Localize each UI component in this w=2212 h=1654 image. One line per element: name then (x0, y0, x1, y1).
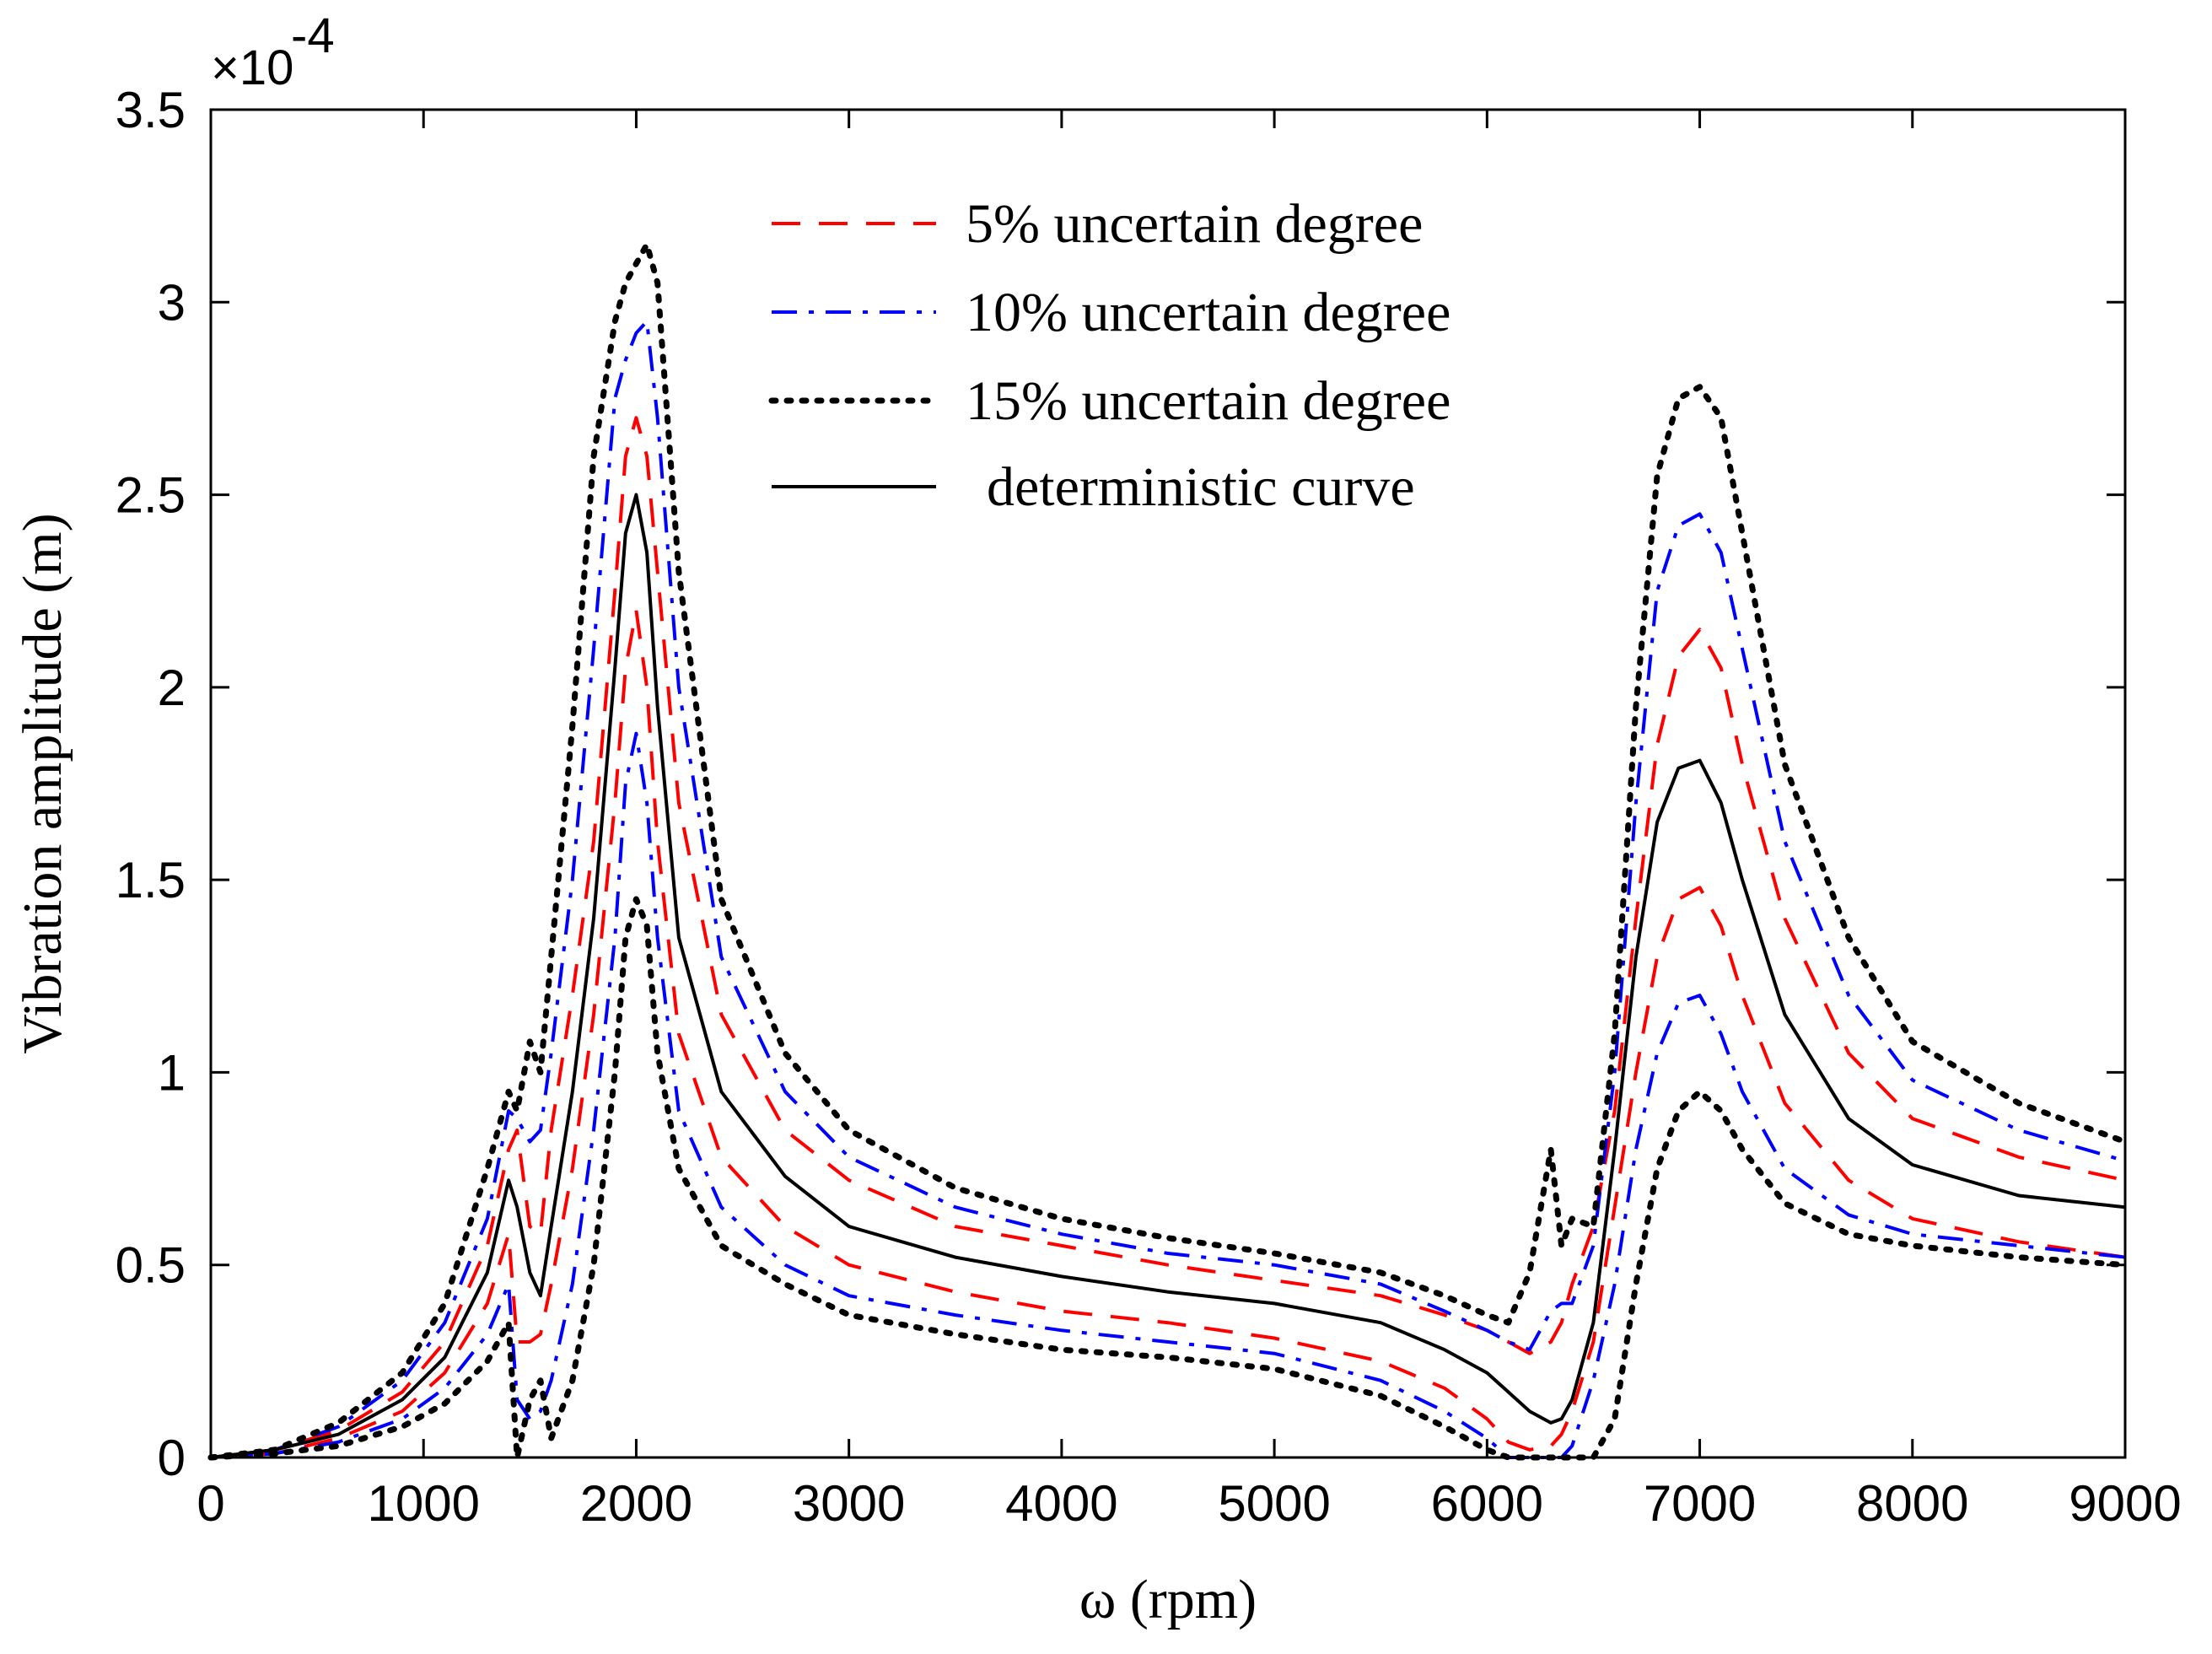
series-line-10-uncertain-degree-upper (210, 320, 2126, 1459)
series-line-5-uncertain-degree-lower (210, 608, 2126, 1459)
x-tick-label-7000: 7000 (1644, 1475, 1756, 1532)
series-line-10-uncertain-degree-lower (210, 731, 2126, 1459)
y-tick-label-3.5: 3.5 (116, 82, 186, 138)
x-tick-label-1000: 1000 (367, 1475, 479, 1532)
series-line-15-uncertain-degree-lower (207, 896, 2129, 1461)
series-line-5-uncertain-degree-upper (210, 416, 2126, 1459)
y-scale-exponent: -4 (291, 8, 335, 63)
ticks-layer: 0 1000 2000 3000 4000 5000 6000 7000 8000 9000 0 0.… (116, 82, 2182, 1532)
y-tick-label-0.5: 0.5 (116, 1237, 186, 1294)
y-tick-label-1: 1 (158, 1044, 186, 1101)
y-tick-label-2.5: 2.5 (116, 467, 186, 524)
series-line-deterministic-curve (210, 493, 2126, 1459)
x-tick-label-4000: 4000 (1005, 1475, 1117, 1532)
x-tick-label-0: 0 (196, 1475, 224, 1532)
x-axis-title: ω (rpm) (1079, 1569, 1257, 1630)
y-tick-label-3: 3 (158, 274, 186, 331)
legend-label-deterministic: deterministic curve (987, 456, 1415, 518)
x-tick-label-6000: 6000 (1431, 1475, 1543, 1532)
series-layer (207, 241, 2129, 1461)
plot-area (211, 110, 2125, 1457)
x-tick-label-8000: 8000 (1856, 1475, 1968, 1532)
legend-label-15pct: 15% uncertain degree (966, 370, 1450, 432)
x-tick-label-3000: 3000 (793, 1475, 905, 1532)
x-tick-label-5000: 5000 (1218, 1475, 1330, 1532)
y-tick-label-0: 0 (158, 1430, 186, 1486)
series-line-15-uncertain-degree-upper (207, 241, 2129, 1461)
legend-label-10pct: 10% uncertain degree (966, 282, 1450, 343)
plot-frame (209, 108, 2127, 1459)
legend-label-5pct: 5% uncertain degree (966, 193, 1423, 255)
x-tick-label-9000: 9000 (2069, 1475, 2181, 1532)
y-tick-label-1.5: 1.5 (116, 852, 186, 908)
x-tick-label-2000: 2000 (580, 1475, 692, 1532)
y-axis-title: Vibration amplitude (m) (12, 513, 73, 1053)
y-tick-label-2: 2 (158, 660, 186, 716)
y-scale-factor: ×10 (211, 40, 293, 95)
legend: 5% uncertain degree 10% uncertain degree… (768, 193, 1450, 518)
